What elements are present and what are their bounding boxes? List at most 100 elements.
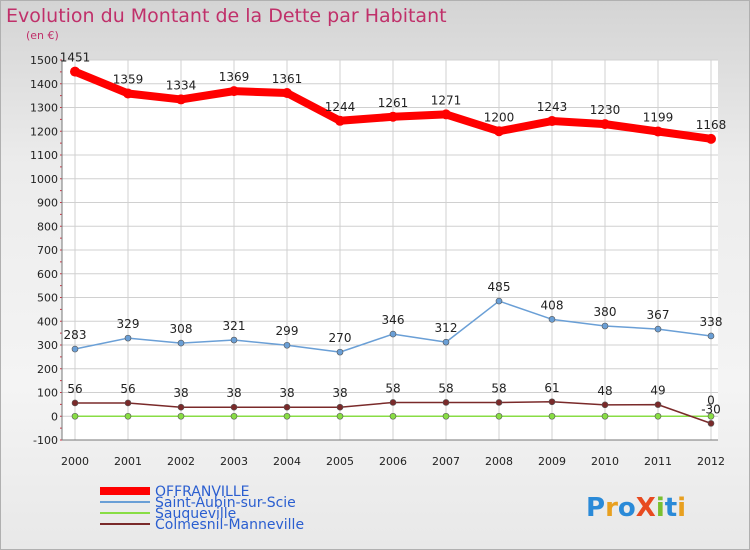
legend-label-0: OFFRANVILLE: [155, 484, 250, 500]
data-label: 270: [329, 331, 352, 345]
data-point: [283, 412, 291, 420]
data-label: -30: [701, 402, 721, 416]
y-tick-label: 1300: [30, 102, 58, 115]
data-point: [601, 401, 609, 409]
data-point: [706, 133, 716, 144]
data-point: [707, 420, 715, 427]
data-label: 1369: [219, 70, 250, 84]
data-label: 485: [488, 280, 511, 294]
data-point: [70, 66, 80, 77]
data-point: [71, 412, 79, 420]
x-tick-label: 2008: [485, 455, 513, 468]
y-tick-label: 800: [37, 220, 58, 233]
data-point: [707, 332, 715, 340]
data-point: [653, 126, 663, 137]
data-point: [124, 334, 132, 342]
data-point: [388, 111, 398, 122]
data-label: 346: [382, 313, 405, 327]
data-point: [124, 412, 132, 420]
data-point: [177, 412, 185, 420]
data-label: 38: [332, 386, 347, 400]
data-label: 56: [120, 382, 135, 396]
x-tick-label: 2009: [538, 455, 566, 468]
data-label: 408: [541, 298, 564, 312]
y-tick-label: 1200: [30, 125, 58, 138]
data-point: [283, 403, 291, 411]
data-point: [335, 115, 345, 126]
data-point: [442, 412, 450, 420]
data-label: 1244: [325, 100, 356, 114]
y-tick-label: 1100: [30, 149, 58, 162]
chart-title: Evolution du Montant de la Dette par Hab…: [6, 5, 447, 27]
x-tick-label: 2006: [379, 455, 407, 468]
data-point: [547, 116, 557, 127]
data-point: [548, 398, 556, 406]
data-label: 48: [597, 384, 612, 398]
x-tick-label: 2002: [167, 455, 195, 468]
data-point: [389, 399, 397, 406]
data-label: 1359: [113, 72, 144, 86]
data-label: 367: [647, 308, 670, 322]
data-label: 0: [707, 393, 715, 407]
data-label: 1168: [696, 118, 727, 132]
data-label: 58: [438, 381, 453, 395]
data-point: [442, 399, 450, 406]
data-point: [389, 412, 397, 420]
data-point: [548, 316, 556, 323]
legend-label-2: Sauqueville: [155, 506, 236, 522]
legend-label-3: Colmesnil-Manneville: [155, 517, 304, 533]
data-label: 58: [491, 381, 506, 395]
data-point: [654, 412, 662, 420]
data-point: [601, 412, 609, 420]
data-point: [442, 338, 450, 346]
data-label: 58: [385, 381, 400, 395]
label-layer: 1451 1359 1334 1369 1361 1244 1261 1271 1200 1243…: [60, 51, 727, 417]
y-tick-label: 1500: [30, 54, 58, 67]
x-tick-label: 2010: [591, 455, 619, 468]
y-tick-label: 1400: [30, 78, 58, 91]
data-point: [229, 86, 239, 97]
data-label: 1261: [378, 96, 409, 110]
data-point: [441, 109, 451, 120]
y-tick-label: 100: [37, 387, 58, 400]
x-tick-label: 2004: [273, 455, 301, 468]
legend: OFFRANVILLESaint-Aubin-sur-ScieSauquevil…: [100, 484, 304, 533]
data-point: [601, 322, 609, 330]
x-tick-label: 2001: [114, 455, 142, 468]
data-point: [336, 412, 344, 420]
data-point: [548, 412, 556, 420]
data-point: [176, 94, 186, 105]
data-label: 308: [170, 322, 193, 336]
x-tick-label: 2005: [326, 455, 354, 468]
x-tick-label: 2011: [644, 455, 672, 468]
data-label: 329: [117, 317, 140, 331]
data-point: [389, 330, 397, 338]
data-point: [495, 399, 503, 406]
data-label: 1361: [272, 72, 303, 86]
data-point: [124, 399, 132, 407]
data-point: [230, 412, 238, 420]
x-tick-label: 2003: [220, 455, 248, 468]
y-tick-label: 700: [37, 244, 58, 257]
data-label: 38: [226, 386, 241, 400]
data-point: [336, 348, 344, 356]
y-tick-label: 500: [37, 292, 58, 305]
data-point: [654, 325, 662, 333]
data-point: [177, 403, 185, 411]
chart-subtitle: (en €): [26, 29, 59, 42]
logo-text: ProXiti: [586, 493, 686, 523]
data-label: 321: [223, 319, 246, 333]
legend-label-1: Saint-Aubin-sur-Scie: [155, 495, 296, 511]
y-tick-label: 400: [37, 315, 58, 328]
data-label: 1230: [590, 103, 621, 117]
data-point: [495, 412, 503, 420]
data-label: 1334: [166, 78, 197, 92]
data-point: [283, 341, 291, 349]
data-label: 1243: [537, 100, 568, 114]
data-label: 338: [700, 315, 723, 329]
data-label: 38: [173, 386, 188, 400]
data-point: [336, 403, 344, 411]
y-tick-label: 1000: [30, 173, 58, 186]
data-label: 380: [594, 305, 617, 319]
